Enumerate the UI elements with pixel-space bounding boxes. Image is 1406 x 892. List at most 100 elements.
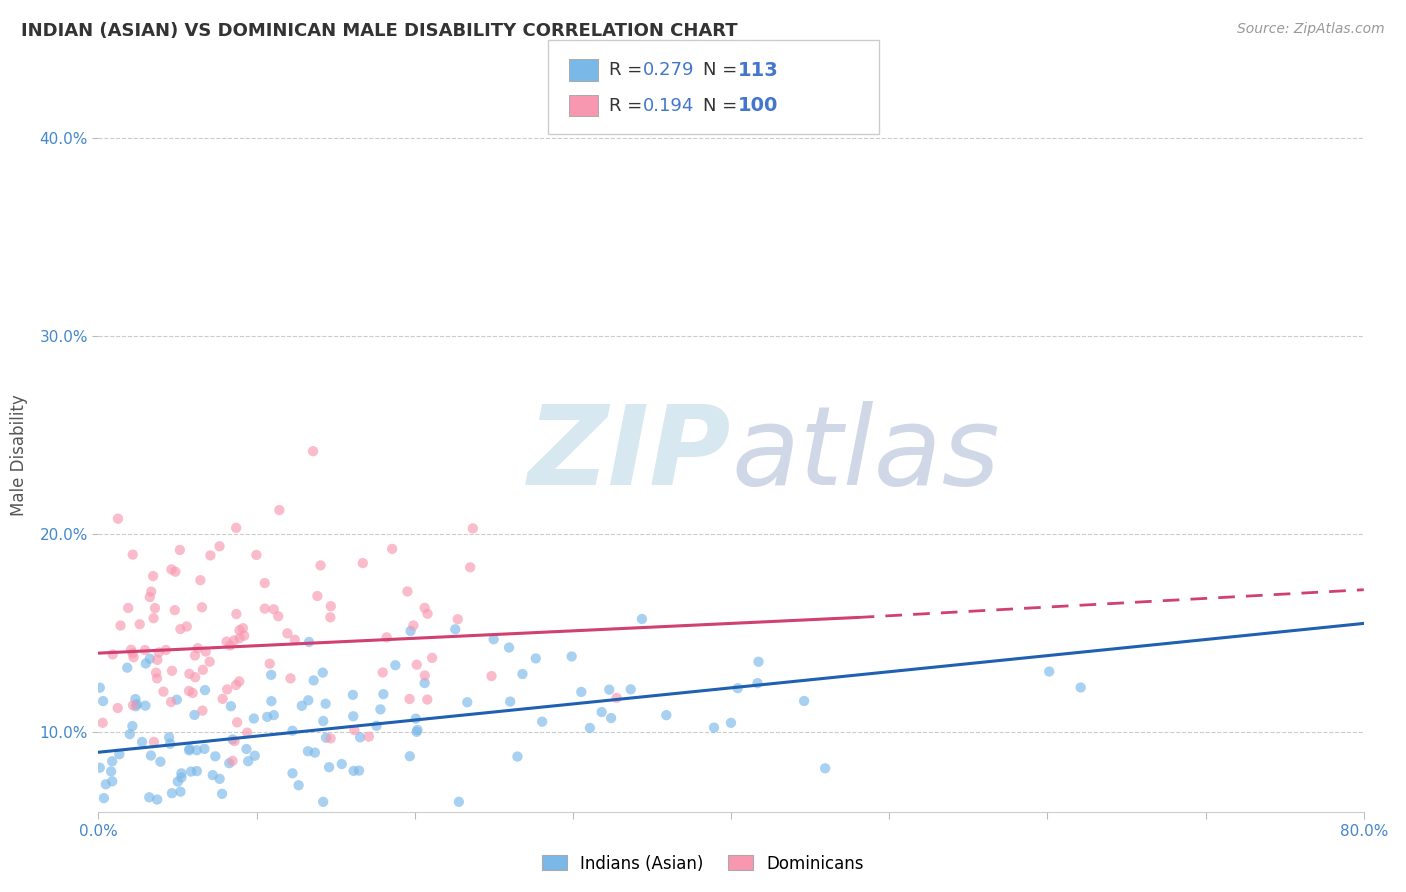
- Point: [506, 749, 529, 764]
- Point: [413, 676, 436, 690]
- Point: [181, 686, 204, 700]
- Point: [160, 562, 183, 576]
- Point: [456, 695, 478, 709]
- Point: [315, 731, 337, 745]
- Point: [141, 584, 163, 599]
- Point: [166, 774, 188, 789]
- Text: Source: ZipAtlas.com: Source: ZipAtlas.com: [1237, 22, 1385, 37]
- Point: [228, 623, 250, 637]
- Point: [184, 670, 207, 684]
- Point: [135, 657, 157, 671]
- Point: [211, 787, 233, 801]
- Point: [186, 764, 208, 778]
- Point: [224, 734, 246, 748]
- Point: [281, 723, 304, 738]
- Point: [727, 681, 749, 696]
- Point: [145, 665, 167, 680]
- Point: [142, 569, 165, 583]
- Point: [221, 754, 243, 768]
- Point: [143, 601, 166, 615]
- Point: [142, 735, 165, 749]
- Point: [160, 695, 183, 709]
- Point: [531, 714, 554, 729]
- Point: [405, 657, 427, 672]
- Point: [297, 693, 319, 707]
- Point: [349, 731, 371, 745]
- Point: [139, 651, 162, 665]
- Point: [297, 744, 319, 758]
- Text: 0.279: 0.279: [643, 61, 695, 79]
- Point: [121, 646, 143, 660]
- Point: [315, 697, 337, 711]
- Point: [302, 444, 325, 458]
- Point: [155, 643, 177, 657]
- Point: [148, 645, 170, 659]
- Point: [499, 695, 522, 709]
- Point: [187, 641, 209, 656]
- Point: [191, 704, 214, 718]
- Point: [134, 698, 156, 713]
- Point: [416, 692, 439, 706]
- Point: [245, 548, 267, 562]
- Point: [117, 661, 139, 675]
- Point: [402, 618, 425, 632]
- Point: [159, 737, 181, 751]
- Point: [243, 748, 266, 763]
- Point: [238, 754, 260, 768]
- Point: [814, 761, 837, 775]
- Point: [215, 634, 238, 648]
- Point: [263, 602, 285, 616]
- Point: [498, 640, 520, 655]
- Point: [720, 715, 742, 730]
- Point: [177, 743, 200, 757]
- Text: INDIAN (ASIAN) VS DOMINICAN MALE DISABILITY CORRELATION CHART: INDIAN (ASIAN) VS DOMINICAN MALE DISABIL…: [21, 22, 738, 40]
- Point: [221, 732, 243, 747]
- Point: [160, 664, 183, 678]
- Point: [276, 626, 298, 640]
- Point: [366, 719, 388, 733]
- Point: [121, 719, 143, 733]
- Point: [180, 764, 202, 779]
- Point: [211, 691, 233, 706]
- Point: [269, 503, 291, 517]
- Point: [243, 712, 266, 726]
- Point: [169, 785, 191, 799]
- Point: [343, 764, 366, 778]
- Point: [416, 607, 439, 621]
- Point: [225, 678, 247, 692]
- Point: [193, 742, 215, 756]
- Point: [235, 742, 257, 756]
- Point: [100, 764, 122, 779]
- Point: [108, 747, 131, 762]
- Text: N =: N =: [703, 61, 742, 79]
- Point: [165, 565, 187, 579]
- Point: [89, 761, 111, 775]
- Point: [461, 521, 484, 535]
- Point: [291, 698, 314, 713]
- Point: [201, 768, 224, 782]
- Point: [107, 701, 129, 715]
- Point: [267, 609, 290, 624]
- Point: [179, 666, 201, 681]
- Point: [284, 632, 307, 647]
- Point: [793, 694, 815, 708]
- Point: [146, 792, 169, 806]
- Point: [405, 712, 427, 726]
- Point: [200, 549, 222, 563]
- Point: [226, 715, 249, 730]
- Point: [179, 742, 201, 756]
- Point: [146, 672, 169, 686]
- Point: [118, 727, 141, 741]
- Point: [447, 795, 470, 809]
- Point: [204, 749, 226, 764]
- Point: [110, 618, 132, 632]
- Point: [101, 774, 124, 789]
- Point: [631, 612, 654, 626]
- Point: [280, 672, 302, 686]
- Point: [420, 650, 443, 665]
- Point: [458, 560, 481, 574]
- Point: [233, 629, 256, 643]
- Legend: Indians (Asian), Dominicans: Indians (Asian), Dominicans: [536, 848, 870, 880]
- Point: [405, 724, 427, 739]
- Point: [253, 601, 276, 615]
